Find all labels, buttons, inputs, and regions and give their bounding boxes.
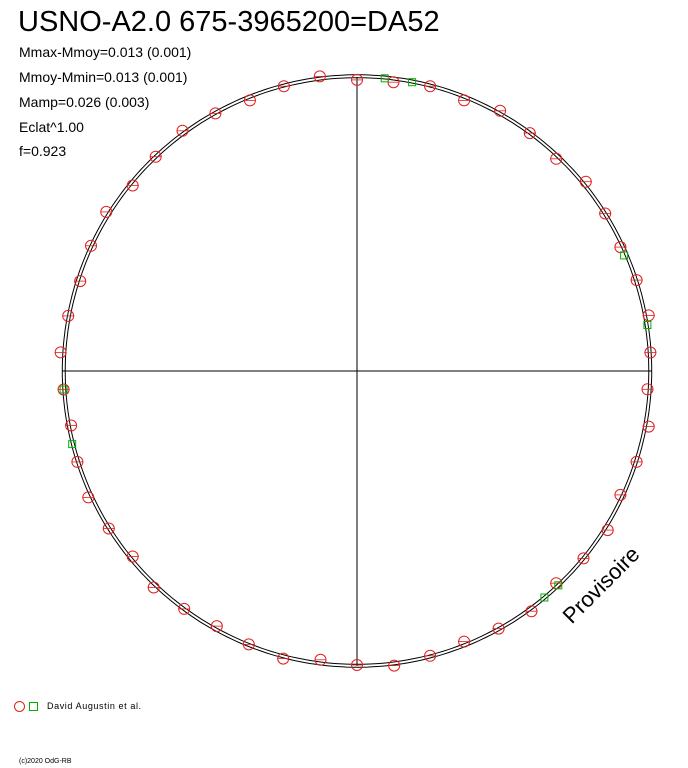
stat-mmax-mmoy: Mmax-Mmoy=0.013 (0.001) bbox=[19, 44, 192, 60]
observation-point-b-4 bbox=[554, 581, 563, 590]
chart-title: USNO-A2.0 675-3965200=DA52 bbox=[18, 6, 440, 38]
copyright-credit: (c)2020 OdG-RB bbox=[19, 758, 72, 765]
legend-label: David Augustin et al. bbox=[47, 701, 142, 711]
observation-point-b-1 bbox=[408, 78, 417, 87]
observation-point-b-0 bbox=[380, 74, 389, 83]
observation-point-b-5 bbox=[540, 593, 549, 602]
observation-point-b-3 bbox=[643, 321, 652, 329]
legend-square-marker bbox=[29, 701, 38, 711]
plot-axes bbox=[62, 77, 652, 666]
fitted-curve-1 bbox=[64, 77, 650, 665]
observation-point-b-6 bbox=[68, 440, 77, 449]
legend-circle-marker bbox=[14, 700, 25, 712]
stat-eclat: Eclat^1.00 bbox=[19, 119, 84, 135]
chart-legend: David Augustin et al. bbox=[14, 698, 142, 714]
stat-mmoy-mmin: Mmoy-Mmin=0.013 (0.001) bbox=[19, 69, 188, 85]
stat-f: f=0.923 bbox=[19, 143, 67, 159]
observation-point-b-2 bbox=[620, 251, 629, 260]
stat-amplitude: Mamp=0.026 (0.003) bbox=[19, 94, 150, 110]
observation-point-b-7 bbox=[59, 385, 68, 394]
fitted-curve-2 bbox=[61, 74, 653, 668]
